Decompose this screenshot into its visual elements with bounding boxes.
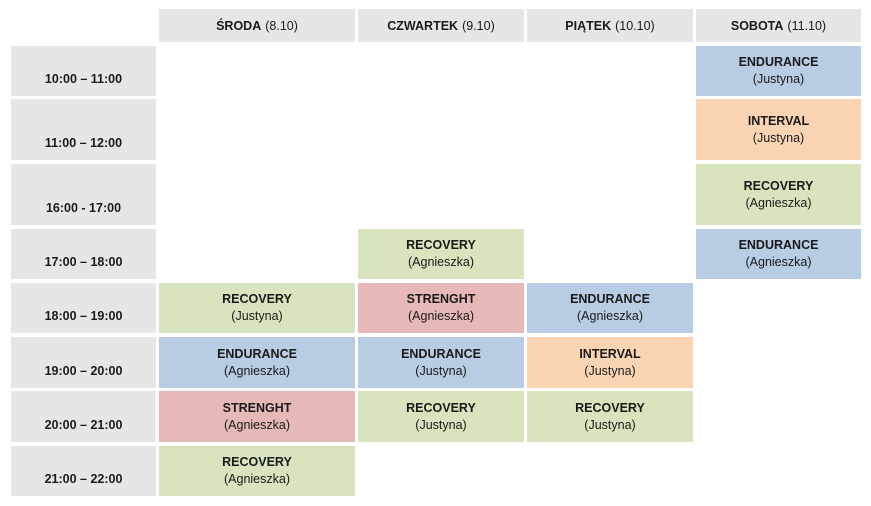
class-name: RECOVERY xyxy=(743,178,814,193)
time-slot-2000: 20:00 – 21:00 xyxy=(11,391,156,442)
class-name: RECOVERY xyxy=(222,292,292,306)
class-name: RECOVERY xyxy=(406,400,476,415)
class-cell: INTERVAL (Justyna) xyxy=(527,337,693,388)
class-cell: STRENGHT (Agnieszka) xyxy=(358,283,524,333)
class-trainer: (Agnieszka) xyxy=(224,472,290,486)
class-cell: ENDURANCE (Agnieszka) xyxy=(159,337,355,388)
class-name: INTERVAL xyxy=(579,346,641,361)
class-trainer: (Justyna) xyxy=(231,309,283,323)
time-slot-1100: 11:00 – 12:00 xyxy=(11,99,156,160)
day-date: (11.10) xyxy=(787,18,827,33)
class-trainer: (Agnieszka) xyxy=(577,309,643,323)
class-name: RECOVERY xyxy=(575,400,645,415)
class-trainer: (Justyna) xyxy=(415,363,467,378)
class-cell: RECOVERY (Justyna) xyxy=(527,391,693,442)
class-cell: ENDURANCE (Justyna) xyxy=(696,46,861,96)
class-trainer: (Justyna) xyxy=(584,417,636,432)
day-date: (10.10) xyxy=(615,18,655,33)
class-cell: STRENGHT (Agnieszka) xyxy=(159,391,355,442)
class-name: STRENGHT xyxy=(406,292,476,306)
time-slot-1000: 10:00 – 11:00 xyxy=(11,46,156,96)
class-trainer: (Agnieszka) xyxy=(408,255,474,269)
class-cell: RECOVERY (Justyna) xyxy=(159,283,355,333)
class-cell: RECOVERY (Agnieszka) xyxy=(358,229,524,279)
day-date: (9.10) xyxy=(462,18,495,33)
class-trainer: (Agnieszka) xyxy=(224,363,290,378)
class-trainer: (Agnieszka) xyxy=(745,255,812,269)
day-name: CZWARTEK xyxy=(387,18,459,33)
class-trainer: (Justyna) xyxy=(584,363,636,378)
class-name: STRENGHT xyxy=(222,400,292,415)
time-slot-2100: 21:00 – 22:00 xyxy=(11,446,156,496)
class-cell: RECOVERY (Agnieszka) xyxy=(696,164,861,225)
class-trainer: (Justyna) xyxy=(415,417,467,432)
class-name: ENDURANCE xyxy=(738,238,819,252)
day-date: (8.10) xyxy=(265,18,298,33)
class-cell: INTERVAL (Justyna) xyxy=(696,99,861,160)
time-slot-1600: 16:00 - 17:00 xyxy=(11,164,156,225)
class-trainer: (Agnieszka) xyxy=(224,417,290,432)
class-name: ENDURANCE xyxy=(738,55,819,69)
time-slot-1700: 17:00 – 18:00 xyxy=(11,229,156,279)
class-trainer: (Justyna) xyxy=(752,72,805,86)
day-name: PIĄTEK xyxy=(565,18,612,33)
class-name: INTERVAL xyxy=(747,113,810,128)
class-trainer: (Justyna) xyxy=(752,130,805,145)
class-cell: ENDURANCE (Justyna) xyxy=(358,337,524,388)
class-cell: RECOVERY (Agnieszka) xyxy=(159,446,355,496)
day-name: SOBOTA xyxy=(730,18,784,33)
day-name: ŚRODA xyxy=(216,18,262,33)
day-header-saturday: SOBOTA (11.10) xyxy=(696,9,861,42)
class-cell: ENDURANCE (Agnieszka) xyxy=(527,283,693,333)
class-trainer: (Agnieszka) xyxy=(745,195,812,210)
class-name: RECOVERY xyxy=(222,455,292,469)
day-header-wednesday: ŚRODA (8.10) xyxy=(159,9,355,42)
day-header-friday: PIĄTEK (10.10) xyxy=(527,9,693,42)
time-slot-1900: 19:00 – 20:00 xyxy=(11,337,156,388)
class-name: ENDURANCE xyxy=(401,346,481,361)
class-cell: RECOVERY (Justyna) xyxy=(358,391,524,442)
class-name: ENDURANCE xyxy=(217,346,297,361)
class-name: ENDURANCE xyxy=(570,292,650,306)
day-header-thursday: CZWARTEK (9.10) xyxy=(358,9,524,42)
class-trainer: (Agnieszka) xyxy=(408,309,474,323)
class-cell: ENDURANCE (Agnieszka) xyxy=(696,229,861,279)
class-name: RECOVERY xyxy=(406,238,476,252)
time-slot-1800: 18:00 – 19:00 xyxy=(11,283,156,333)
